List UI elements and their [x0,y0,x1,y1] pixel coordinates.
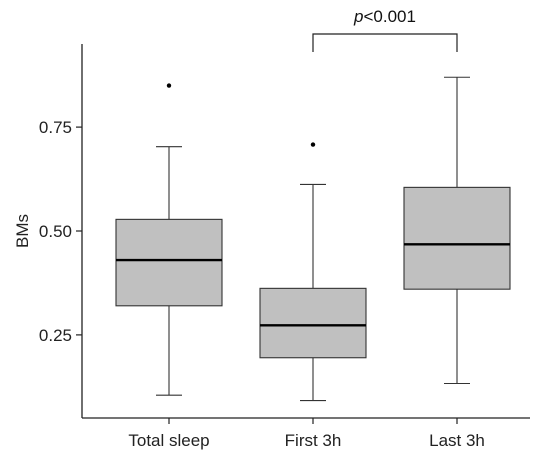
boxes [115,76,511,402]
x-ticks: Total sleep First 3h Last 3h [128,418,485,450]
x-tick-label: Last 3h [429,431,485,450]
box-total-sleep [115,83,223,396]
iqr-box [115,218,223,307]
p-value-label: p<0.001 [353,7,416,26]
p-value-text: <0.001 [363,7,415,26]
significance-annotation: p<0.001 [312,7,458,52]
outlier-point [166,83,172,88]
box-first-3h [259,142,367,402]
iqr-box [403,186,511,290]
x-tick-label: First 3h [285,431,342,450]
y-axis-label: BMs [13,214,32,248]
y-tick-label: 0.50 [39,222,72,241]
p-value-prefix: p [353,7,363,26]
y-ticks: 0.25 0.50 0.75 [39,118,82,345]
x-tick-label: Total sleep [128,431,209,450]
y-tick-label: 0.75 [39,118,72,137]
y-tick-label: 0.25 [39,326,72,345]
outlier-point [310,142,316,147]
box-last-3h [403,76,511,385]
iqr-box [259,287,367,359]
significance-bracket [312,33,458,52]
